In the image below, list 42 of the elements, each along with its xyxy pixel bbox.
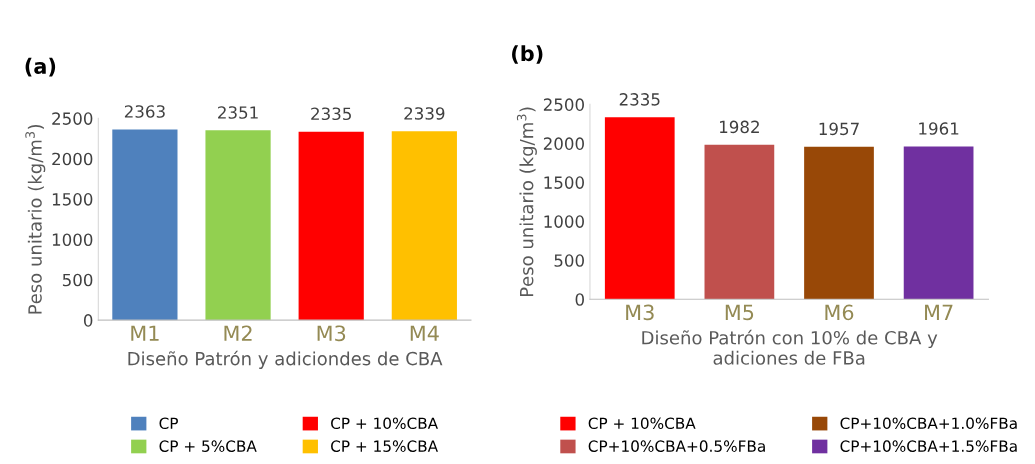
x-tick-label: M6: [825, 304, 854, 321]
y-tick-label: 1500: [52, 193, 93, 206]
legend-label: CP + 5%CBA: [159, 440, 257, 452]
y-tick-label: 1000: [52, 233, 93, 246]
legend-label: CP + 10%CBA: [588, 417, 696, 430]
data-label: 2339: [404, 107, 445, 120]
legend-label: CP + 10%CBA: [331, 417, 439, 430]
data-label: 1961: [919, 122, 959, 135]
y-axis-title: Peso unitario (kg/m$^{3}$): [516, 107, 537, 297]
y-tick-label: 2000: [52, 152, 93, 166]
data-label: 1982: [720, 120, 759, 134]
x-tick-label: M1: [131, 325, 159, 341]
y-tick-label: 500: [62, 273, 93, 287]
y-tick-label: 1000: [544, 215, 584, 228]
legend-label: CP+10%CBA+0.5%FBa: [588, 440, 765, 452]
y-tick-label: 2500: [52, 112, 93, 125]
x-tick-label: M2: [224, 325, 252, 341]
y-tick-label: 1500: [544, 176, 584, 189]
data-label: 2335: [311, 107, 351, 121]
y-tick-label: 500: [554, 254, 584, 267]
chart-title: (b): [512, 45, 543, 64]
x-tick-label: M3: [626, 304, 654, 321]
data-label: 2335: [619, 93, 660, 106]
y-tick-label: 2500: [543, 98, 584, 111]
data-label: 2351: [218, 106, 258, 119]
x-axis-title: Diseño Patrón y adiciondes de CBA: [128, 350, 443, 369]
legend-label: CP+10%CBA+1.0%FBa: [840, 417, 1017, 430]
data-label: 2363: [124, 105, 165, 118]
x-tick-label: M4: [410, 325, 439, 341]
legend-label: CP + 15%CBA: [331, 440, 439, 452]
chart-title: (a): [25, 57, 56, 77]
x-tick-label: M5: [725, 304, 754, 321]
x-tick-label: M3: [317, 325, 346, 342]
y-axis-title: Peso unitario (kg/m$^{3}$): [25, 124, 46, 314]
y-tick-label: 0: [83, 314, 93, 327]
data-label: 1957: [819, 122, 859, 136]
x-axis-title: Diseño Patrón con 10% de CBA y adiciones de FBa: [642, 329, 938, 365]
legend-label: CP: [159, 417, 178, 430]
legend-label: CP+10%CBA+1.5%FBa: [840, 440, 1017, 452]
x-tick-label: M7: [925, 304, 953, 320]
y-tick-label: 0: [575, 293, 584, 306]
y-tick-label: 2000: [543, 137, 584, 150]
